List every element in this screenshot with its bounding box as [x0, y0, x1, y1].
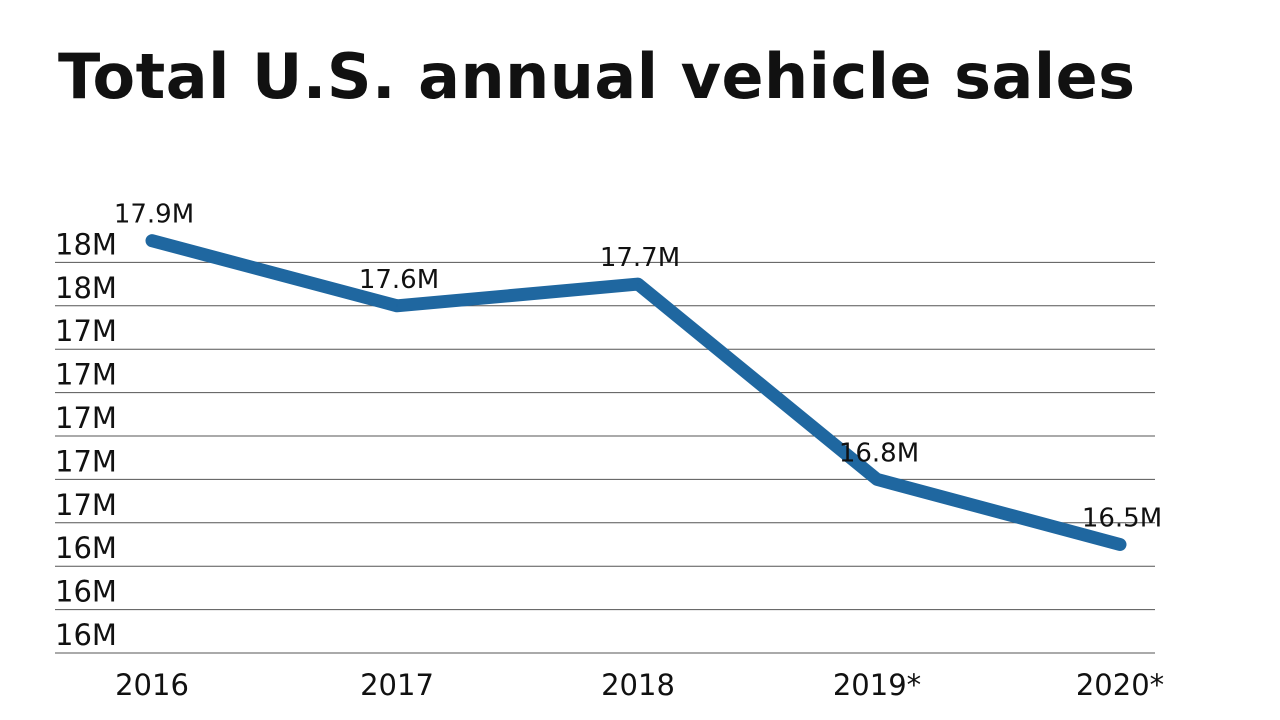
x-tick-label: 2017 [360, 668, 434, 702]
y-tick-label: 18M [55, 227, 117, 261]
y-tick-label: 16M [55, 618, 117, 652]
data-label: 16.5M [1082, 504, 1162, 534]
data-label: 17.9M [114, 200, 194, 230]
y-tick-label: 17M [55, 358, 117, 392]
y-tick-label: 17M [55, 444, 117, 478]
chart-title: Total U.S. annual vehicle sales [58, 40, 1136, 113]
x-tick-label: 2018 [601, 668, 675, 702]
y-tick-label: 18M [55, 271, 117, 305]
x-tick-label: 2016 [115, 668, 189, 702]
data-label: 17.7M [600, 243, 680, 273]
data-point [876, 478, 878, 481]
y-tick-label: 17M [55, 314, 117, 348]
x-tick-label: 2019* [833, 668, 921, 702]
data-point [151, 239, 153, 242]
y-tick-label: 16M [55, 575, 117, 609]
data-point [637, 283, 639, 286]
x-tick-label: 2020* [1076, 668, 1164, 702]
y-tick-label: 17M [55, 401, 117, 435]
data-label: 17.6M [359, 265, 439, 295]
y-tick-label: 17M [55, 488, 117, 522]
y-tick-label: 16M [55, 531, 117, 565]
data-point [396, 304, 398, 307]
data-point [1119, 543, 1121, 546]
data-label: 16.8M [839, 438, 919, 468]
